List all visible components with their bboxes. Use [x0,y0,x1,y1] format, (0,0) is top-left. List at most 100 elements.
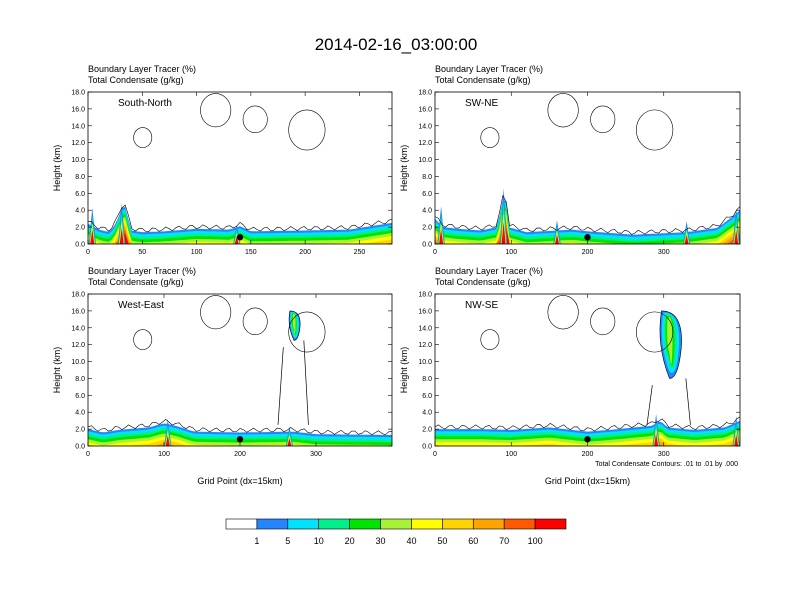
plume-contour [277,340,309,425]
y-tick-label: 18.0 [71,90,85,97]
panels: 0.0 2.0 4.0 6.0 8.0 10.0 12.0 14.0 16.0 18.0 0 50 10… [52,64,741,486]
colorbar-swatch [225,518,258,530]
panel-name: West-East [118,300,164,311]
cloud-contour-2 [635,109,674,151]
y-tick-label: 6.0 [422,191,432,198]
cloud-contour-1 [133,127,153,148]
y-tick-label: 4.0 [75,410,85,417]
x-tick-label: 200 [234,451,246,458]
y-tick-label: 16.0 [71,106,85,113]
panel-nw-se: 0.0 2.0 4.0 6.0 8.0 10.0 12.0 14.0 16.0 18.0 0 100 2… [399,266,741,486]
panel-name: NW-SE [465,300,498,311]
tracer-spike-1 [287,438,292,446]
y-tick-label: 16.0 [71,308,85,315]
y-tick-label: 14.0 [71,123,85,130]
x-tick-label: 100 [191,249,203,256]
y-tick-label: 14.0 [71,325,85,332]
tracer-spike-1 [501,221,506,244]
plot-frame [87,91,393,245]
y-tick-label: 6.0 [422,393,432,400]
y-tick-label: 0.0 [422,242,432,249]
colorbar-swatch [287,518,320,530]
panel-west-east: 0.0 2.0 4.0 6.0 8.0 10.0 12.0 14.0 16.0 18.0 0 100 2… [52,266,393,486]
x-tick-label: 0 [433,451,437,458]
colorbar-label: 10 [314,536,324,546]
y-tick-label: 10.0 [418,359,432,366]
tracer-spike-0 [165,435,170,446]
plot-area [435,93,740,244]
tracer-band-5 [435,209,740,244]
colorbar-swatch [472,518,505,530]
y-tick-label: 12.0 [418,342,432,349]
y-tick-label: 12.0 [418,140,432,147]
y-tick-label: 6.0 [75,393,85,400]
field-label-tracer: Boundary Layer Tracer (%) [88,266,196,276]
panel-name: South-North [118,98,172,109]
cloud-contour-3 [242,307,268,336]
plot-area [435,295,740,446]
panel-sw-ne: 0.0 2.0 4.0 6.0 8.0 10.0 12.0 14.0 16.0 18.0 0 100 2… [399,64,741,256]
condensate-contour [88,419,392,436]
cloud-contour-1 [480,329,500,350]
tracer-spike-4 [734,229,739,244]
tracer-band-3 [435,203,740,244]
x-tick-label: 200 [299,249,311,256]
cloud-contour-3 [590,307,616,336]
colorbar-swatch [256,518,289,530]
y-tick-label: 4.0 [75,208,85,215]
plot-frame [434,91,741,245]
plume-contour [646,378,691,425]
y-tick-label: 12.0 [71,342,85,349]
colorbar-label: 70 [499,536,509,546]
location-marker [236,436,244,443]
y-tick-label: 4.0 [422,208,432,215]
field-label-tracer: Boundary Layer Tracer (%) [88,64,196,74]
cloud-contour-1 [133,329,153,350]
tracer-spike-0 [90,229,95,244]
field-label-tracer: Boundary Layer Tracer (%) [435,64,543,74]
colorbar-swatch [411,518,443,530]
tracer-spike-0 [654,433,659,446]
tracer-band-3 [88,211,392,244]
colorbar-label: 50 [437,536,447,546]
tracer-spike-1 [734,434,739,446]
x-tick-label: 0 [433,249,437,256]
cloud-contour-0 [200,93,232,128]
x-axis-label: Grid Point (dx=15km) [545,476,630,486]
y-tick-label: 8.0 [75,376,85,383]
panel-name: SW-NE [465,98,498,109]
colorbar-swatch [318,518,350,530]
field-label-tracer: Boundary Layer Tracer (%) [435,266,543,276]
x-tick-label: 100 [158,451,170,458]
x-tick-label: 100 [505,451,517,458]
colorbar-label: 40 [406,536,416,546]
y-tick-label: 10.0 [418,157,432,164]
location-marker [584,436,591,443]
x-tick-label: 250 [354,249,366,256]
y-tick-label: 14.0 [418,325,432,332]
y-tick-label: 12.0 [71,140,85,147]
colorbar-label: 30 [376,536,386,546]
y-tick-label: 2.0 [422,225,432,232]
x-tick-label: 0 [86,249,90,256]
plot-frame [434,293,741,447]
y-tick-label: 16.0 [418,106,432,113]
y-tick-label: 6.0 [75,191,85,198]
x-tick-label: 100 [505,249,517,256]
y-axis-label: Height (km) [399,347,409,394]
y-tick-label: 16.0 [418,308,432,315]
y-tick-label: 14.0 [418,123,432,130]
tracer-spike-2 [234,236,239,244]
colorbar-label: 60 [468,536,478,546]
y-tick-label: 0.0 [75,444,85,451]
y-tick-label: 8.0 [422,174,432,181]
colorbar-label: 1 [254,536,259,546]
colorbar: 1 5 10 20 30 40 50 60 70 100 [225,518,567,546]
colorbar-label: 5 [285,536,290,546]
x-tick-label: 0 [86,451,90,458]
cloud-contour-0 [547,93,579,128]
colorbar-swatch [534,518,567,530]
y-tick-label: 10.0 [71,157,85,164]
y-axis-label: Height (km) [52,145,62,192]
upper-plume-4 [667,317,673,364]
